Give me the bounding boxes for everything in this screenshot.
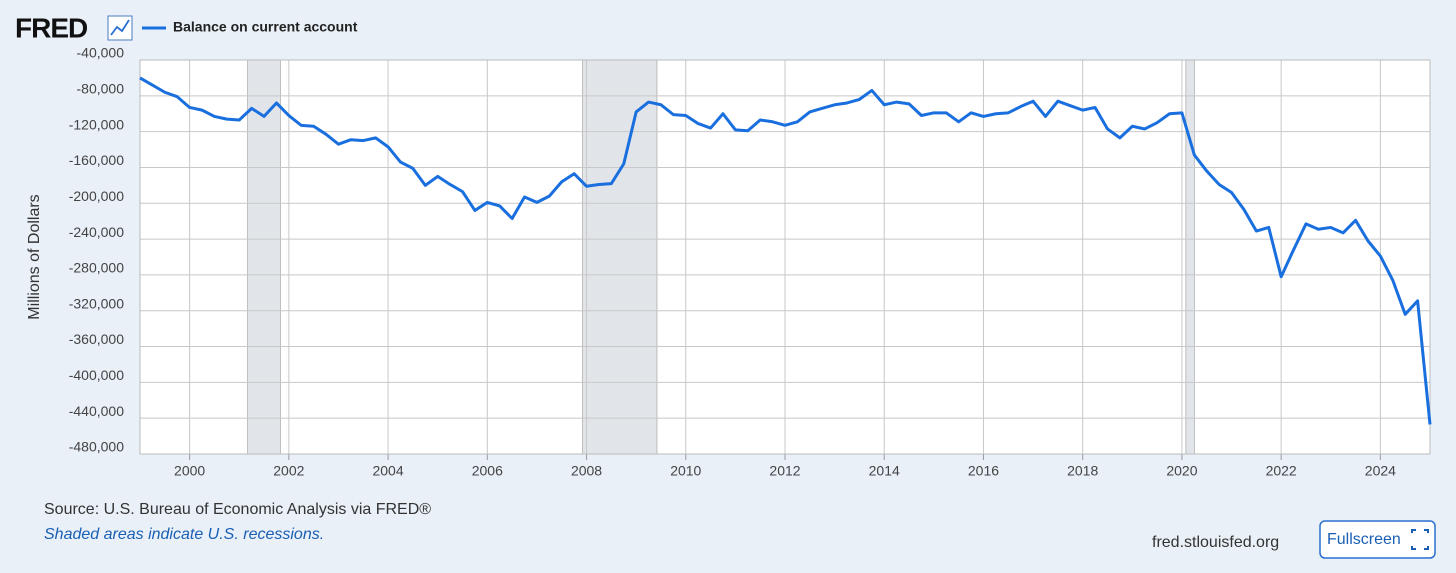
x-tick-label: 2014 <box>869 463 900 479</box>
fullscreen-button[interactable]: Fullscreen <box>1319 520 1436 559</box>
y-tick-label: -360,000 <box>69 331 124 347</box>
button-label[interactable]: Fullscreen <box>1327 531 1401 548</box>
y-axis-title: Millions of Dollars <box>26 194 43 319</box>
recession-band <box>247 59 281 455</box>
x-tick-label: 2012 <box>769 463 800 479</box>
source: Source: U.S. Bureau of Economic Analysis… <box>44 501 431 518</box>
x-tick-label: 2002 <box>273 463 304 479</box>
logo: FRED <box>15 12 88 43</box>
y-tick-label: -480,000 <box>69 439 124 455</box>
y-tick-label: -240,000 <box>69 224 124 240</box>
button-frame[interactable] <box>1319 520 1436 559</box>
x-tick-label: 2006 <box>472 463 503 479</box>
data-line <box>139 76 1432 425</box>
legend-label: Balance on current account <box>173 19 358 35</box>
x-tick-label: 2022 <box>1266 463 1297 479</box>
y-tick-label: -400,000 <box>69 367 124 383</box>
x-tick-label: 2000 <box>174 463 205 479</box>
y-tick-label: -160,000 <box>69 152 124 168</box>
x-tick-label: 2024 <box>1365 463 1396 479</box>
recession-band <box>1185 59 1195 455</box>
y-tick-label: -440,000 <box>69 403 124 419</box>
y-tick-label: -280,000 <box>69 260 124 276</box>
note: Shaded areas indicate U.S. recessions. <box>44 526 324 543</box>
x-tick-label: 2008 <box>571 463 602 479</box>
button-icon[interactable] <box>1411 529 1429 550</box>
y-tick-label: -80,000 <box>77 81 125 97</box>
recession-band <box>582 59 658 455</box>
x-tick-label: 2020 <box>1166 463 1197 479</box>
website: fred.stlouisfed.org <box>1152 534 1279 551</box>
x-tick-label: 2018 <box>1067 463 1098 479</box>
x-tick-label: 2004 <box>372 463 403 479</box>
y-tick-label: -200,000 <box>69 188 124 204</box>
plot-area <box>139 59 1432 460</box>
y-tick-label: -120,000 <box>69 116 124 132</box>
x-tick-label: 2016 <box>968 463 999 479</box>
x-tick-label: 2010 <box>670 463 701 479</box>
logo-icon <box>107 15 133 41</box>
plot-border <box>139 59 1431 455</box>
y-tick-label: -40,000 <box>77 45 125 61</box>
y-tick-label: -320,000 <box>69 295 124 311</box>
